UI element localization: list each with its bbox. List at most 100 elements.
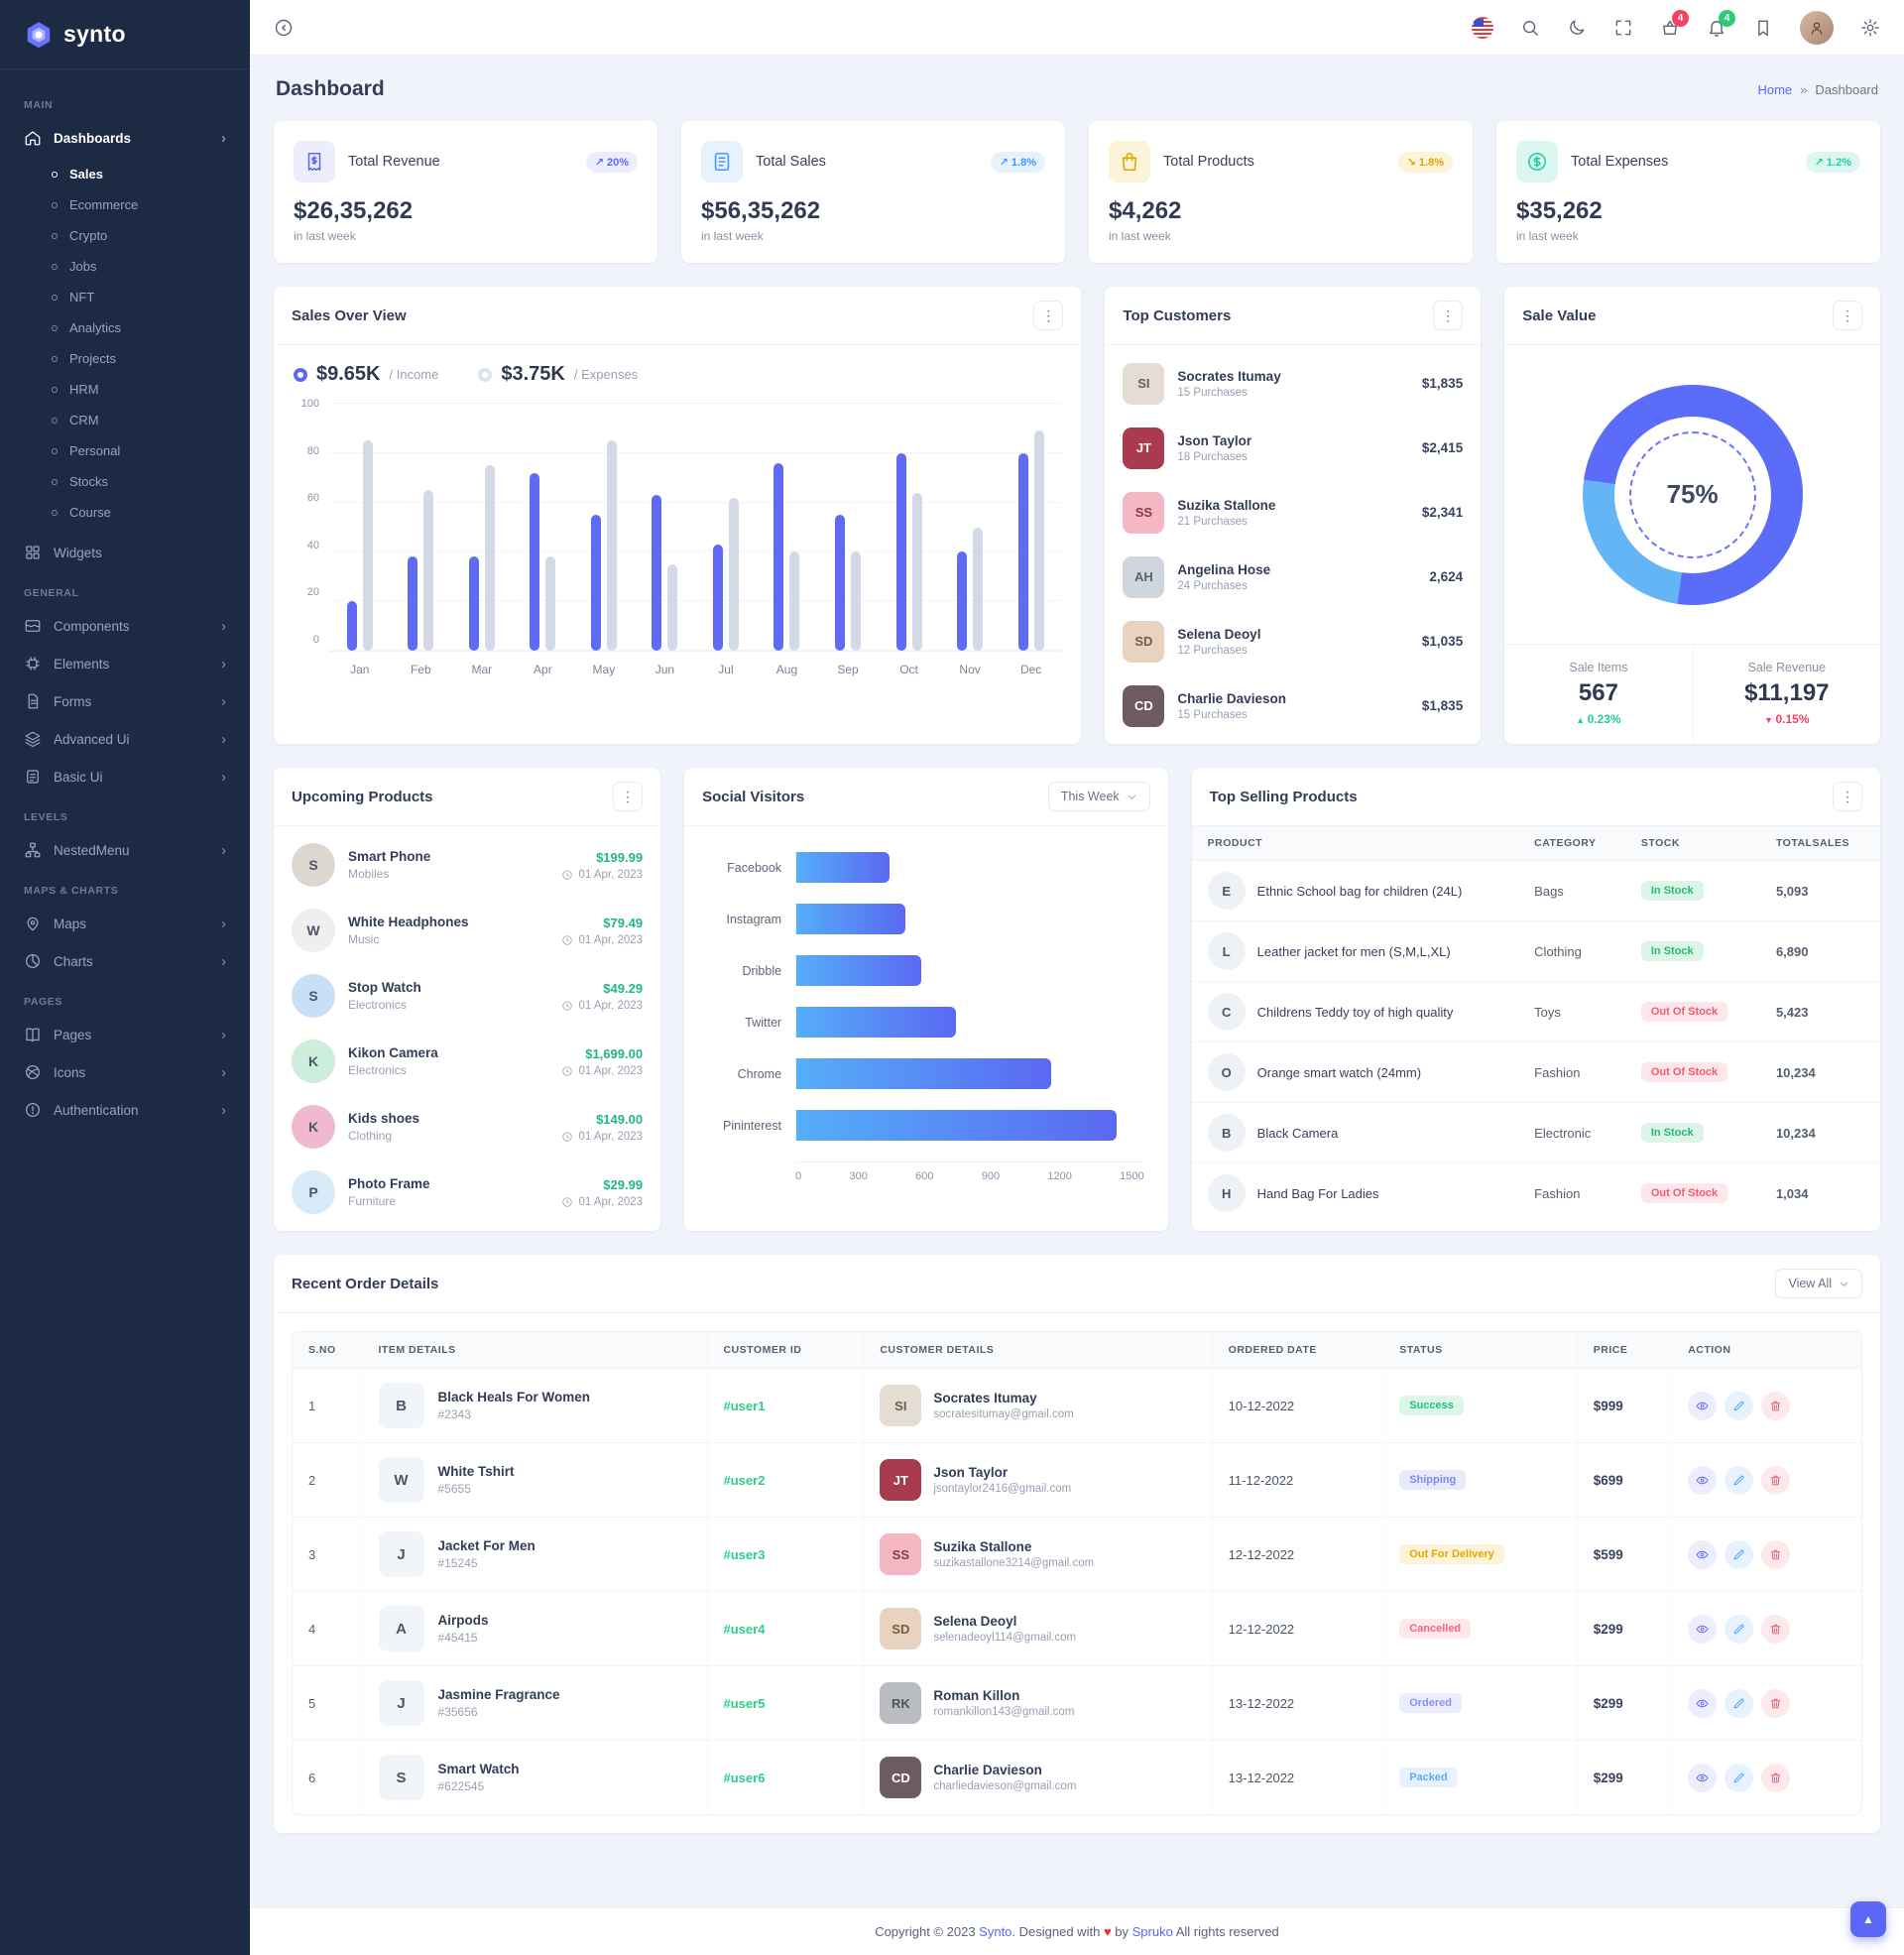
sidebar-subitem-jobs[interactable]: Jobs <box>0 251 250 282</box>
sidebar-subitem-analytics[interactable]: Analytics <box>0 312 250 343</box>
order-row[interactable]: 6 S Smart Watch #622545 #user6 CD Charlie Davi… <box>293 1740 1861 1814</box>
search-icon[interactable] <box>1520 18 1540 38</box>
order-row[interactable]: 5 J Jasmine Fragrance #35656 #user5 RK Roman K… <box>293 1665 1861 1741</box>
sidebar-item-dashboards[interactable]: Dashboards › <box>0 119 250 157</box>
edit-order-button[interactable] <box>1725 1391 1754 1420</box>
social-bar-facebook[interactable]: Facebook <box>708 852 1144 883</box>
customer-row-charlie-davieson[interactable]: CD Charlie Davieson 15 Purchases $1,835 <box>1105 673 1481 738</box>
delete-order-button[interactable] <box>1761 1763 1791 1792</box>
breadcrumb-home-link[interactable]: Home <box>1757 81 1793 97</box>
sidebar-item-authentication[interactable]: Authentication › <box>0 1091 250 1129</box>
sidebar-item-pages[interactable]: Pages › <box>0 1016 250 1053</box>
sidebar-subitem-sales[interactable]: Sales <box>0 159 250 189</box>
edit-order-button[interactable] <box>1725 1688 1754 1718</box>
user-avatar[interactable] <box>1800 10 1834 45</box>
view-all-button[interactable]: View All <box>1775 1269 1862 1298</box>
upcoming-product-kikon-camera[interactable]: K Kikon Camera Electronics $1,699.00 01 Apr,… <box>274 1029 660 1094</box>
view-order-button[interactable] <box>1688 1391 1718 1420</box>
view-order-button[interactable] <box>1688 1465 1718 1495</box>
cart-icon[interactable]: 4 <box>1660 9 1689 38</box>
stat-card-total-sales[interactable]: Total Sales ↗ 1.8% $56,35,262 in last week <box>681 121 1065 263</box>
bar-group-jul[interactable] <box>695 404 757 651</box>
bar-group-feb[interactable] <box>391 404 452 651</box>
customer-id[interactable]: #user4 <box>707 1591 865 1666</box>
notifications-icon[interactable]: 4 <box>1707 9 1735 38</box>
order-row[interactable]: 2 W White Tshirt #5655 #user2 JT Json Taylor js… <box>293 1442 1861 1518</box>
upcoming-products-menu-button[interactable]: ⋮ <box>613 782 644 811</box>
stat-card-total-expenses[interactable]: Total Expenses ↗ 1.2% $35,262 in last week <box>1496 121 1880 263</box>
delete-order-button[interactable] <box>1761 1465 1791 1495</box>
sidebar-item-advanced-ui[interactable]: Advanced Ui › <box>0 720 250 758</box>
sidebar-item-widgets[interactable]: Widgets <box>0 534 250 571</box>
sidebar-item-components[interactable]: Components › <box>0 607 250 645</box>
edit-order-button[interactable] <box>1725 1763 1754 1792</box>
social-bar-chrome[interactable]: Chrome <box>708 1058 1144 1089</box>
order-row[interactable]: 1 B Black Heals For Women #2343 #user1 SI Socr… <box>293 1368 1861 1443</box>
view-order-button[interactable] <box>1688 1688 1718 1718</box>
bar-group-nov[interactable] <box>939 404 1001 651</box>
table-row[interactable]: O Orange smart watch (24mm) Fashion Out Of … <box>1191 1041 1880 1103</box>
edit-order-button[interactable] <box>1725 1465 1754 1495</box>
sidebar-toggle-button[interactable] <box>274 18 294 38</box>
sidebar-item-nestedmenu[interactable]: NestedMenu › <box>0 831 250 869</box>
bar-group-aug[interactable] <box>757 404 818 651</box>
fullscreen-icon[interactable] <box>1613 18 1633 38</box>
sidebar-subitem-personal[interactable]: Personal <box>0 435 250 466</box>
social-visitors-filter-select[interactable]: This Week <box>1047 782 1150 811</box>
bar-group-dec[interactable] <box>1001 404 1062 651</box>
bookmark-icon[interactable] <box>1753 18 1773 38</box>
social-bar-dribble[interactable]: Dribble <box>708 955 1144 986</box>
customer-row-json-taylor[interactable]: JT Json Taylor 18 Purchases $2,415 <box>1105 416 1481 480</box>
customer-id[interactable]: #user3 <box>707 1517 865 1592</box>
social-bar-pininterest[interactable]: Pininterest <box>708 1110 1144 1141</box>
delete-order-button[interactable] <box>1761 1539 1791 1569</box>
social-bar-twitter[interactable]: Twitter <box>708 1007 1144 1038</box>
order-row[interactable]: 4 A Airpods #45415 #user4 SD Selena Deoyl selen… <box>293 1591 1861 1666</box>
table-row[interactable]: L Leather jacket for men (S,M,L,XL) Clothi… <box>1191 920 1880 982</box>
upcoming-product-stop-watch[interactable]: S Stop Watch Electronics $49.29 01 Apr, 2023 <box>274 963 660 1029</box>
sidebar-subitem-nft[interactable]: NFT <box>0 282 250 312</box>
bar-group-oct[interactable] <box>879 404 940 651</box>
bar-group-may[interactable] <box>573 404 635 651</box>
sale-value-menu-button[interactable]: ⋮ <box>1833 301 1862 330</box>
table-row[interactable]: C Childrens Teddy toy of high quality Toys… <box>1191 981 1880 1042</box>
sidebar-subitem-hrm[interactable]: HRM <box>0 374 250 405</box>
social-bar-instagram[interactable]: Instagram <box>708 904 1144 934</box>
upcoming-product-photo-frame[interactable]: P Photo Frame Furniture $29.99 01 Apr, 2023 <box>274 1160 660 1225</box>
stat-card-total-products[interactable]: Total Products ↘ 1.8% $4,262 in last week <box>1089 121 1473 263</box>
top-selling-menu-button[interactable]: ⋮ <box>1833 782 1862 811</box>
legend-income[interactable]: $9.65K / Income <box>294 363 438 386</box>
sidebar-item-maps[interactable]: Maps › <box>0 905 250 942</box>
customer-id[interactable]: #user2 <box>707 1442 865 1518</box>
table-row[interactable]: E Ethnic School bag for children (24L) Bag… <box>1191 860 1880 921</box>
bar-group-sep[interactable] <box>817 404 879 651</box>
edit-order-button[interactable] <box>1725 1614 1754 1644</box>
bar-group-apr[interactable] <box>513 404 574 651</box>
upcoming-product-kids-shoes[interactable]: K Kids shoes Clothing $149.00 01 Apr, 2023 <box>274 1094 660 1160</box>
sidebar-item-charts[interactable]: Charts › <box>0 942 250 980</box>
bar-group-jan[interactable] <box>329 404 391 651</box>
customer-id[interactable]: #user5 <box>707 1665 865 1741</box>
bar-group-mar[interactable] <box>451 404 513 651</box>
stat-card-total-revenue[interactable]: Total Revenue ↗ 20% $26,35,262 in last week <box>274 121 657 263</box>
table-row[interactable]: H Hand Bag For Ladies Fashion Out Of Stock 1… <box>1192 1163 1880 1224</box>
delete-order-button[interactable] <box>1761 1614 1791 1644</box>
sidebar-subitem-projects[interactable]: Projects <box>0 343 250 374</box>
sidebar-item-forms[interactable]: Forms › <box>0 682 250 720</box>
upcoming-product-smart-phone[interactable]: S Smart Phone Mobiles $199.99 01 Apr, 2023 <box>274 832 660 898</box>
top-customers-menu-button[interactable]: ⋮ <box>1433 301 1464 330</box>
bar-group-jun[interactable] <box>635 404 696 651</box>
view-order-button[interactable] <box>1688 1763 1718 1792</box>
sidebar-item-elements[interactable]: Elements › <box>0 645 250 682</box>
edit-order-button[interactable] <box>1725 1539 1754 1569</box>
view-order-button[interactable] <box>1688 1614 1718 1644</box>
sidebar-item-icons[interactable]: Icons › <box>0 1053 250 1091</box>
footer-designer-link[interactable]: Spruko <box>1131 1924 1173 1939</box>
customer-row-socrates-itumay[interactable]: SI Socrates Itumay 15 Purchases $1,835 <box>1105 351 1481 416</box>
sidebar-item-basic-ui[interactable]: Basic Ui › <box>0 758 250 795</box>
sidebar-subitem-stocks[interactable]: Stocks <box>0 466 250 497</box>
sidebar-subitem-crm[interactable]: CRM <box>0 405 250 435</box>
footer-brand-link[interactable]: Synto <box>979 1924 1012 1939</box>
sidebar-subitem-course[interactable]: Course <box>0 497 250 528</box>
customer-id[interactable]: #user1 <box>707 1368 865 1443</box>
